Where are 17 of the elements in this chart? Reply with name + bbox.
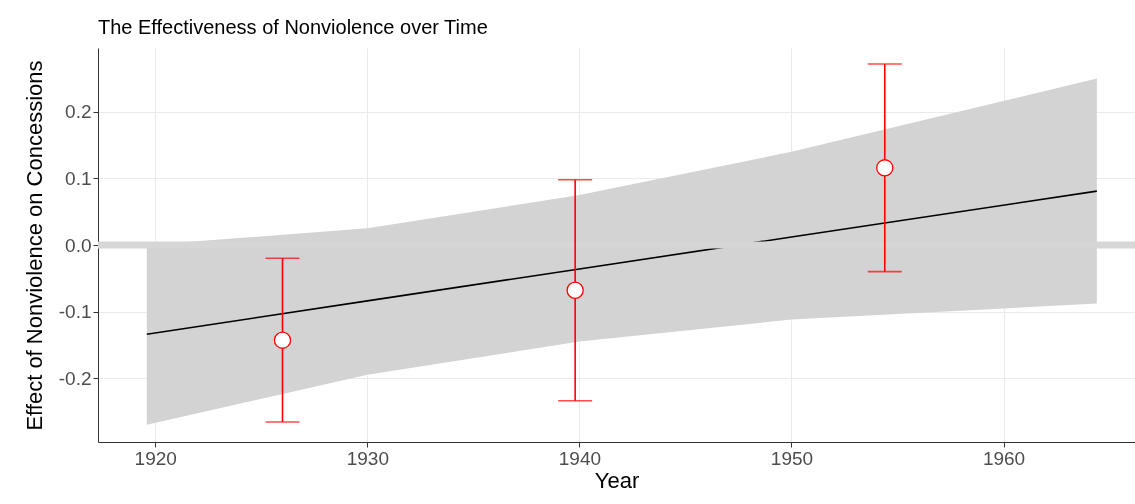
x-tick-label: 1920 bbox=[134, 447, 177, 469]
y-tick-label: 0.0 bbox=[65, 234, 92, 256]
y-tick-label: -0.1 bbox=[58, 301, 92, 323]
chart-title: The Effectiveness of Nonviolence over Time bbox=[98, 16, 488, 38]
y-tick-label: -0.2 bbox=[58, 367, 92, 389]
x-tick-label: 1960 bbox=[982, 447, 1026, 469]
x-tick-label: 1950 bbox=[770, 447, 814, 469]
y-tick-label: 0.2 bbox=[65, 101, 92, 123]
x-tick-label: 1930 bbox=[346, 447, 389, 469]
point bbox=[566, 281, 584, 299]
y-tick-label: 0.1 bbox=[65, 167, 92, 189]
point bbox=[273, 331, 292, 349]
y-axis-title: Effect of Nonviolence on Concessions bbox=[21, 60, 47, 431]
x-tick-label: 1940 bbox=[558, 447, 602, 469]
point bbox=[876, 159, 894, 177]
x-axis-title: Year bbox=[594, 467, 640, 493]
line-series bbox=[145, 190, 1098, 335]
